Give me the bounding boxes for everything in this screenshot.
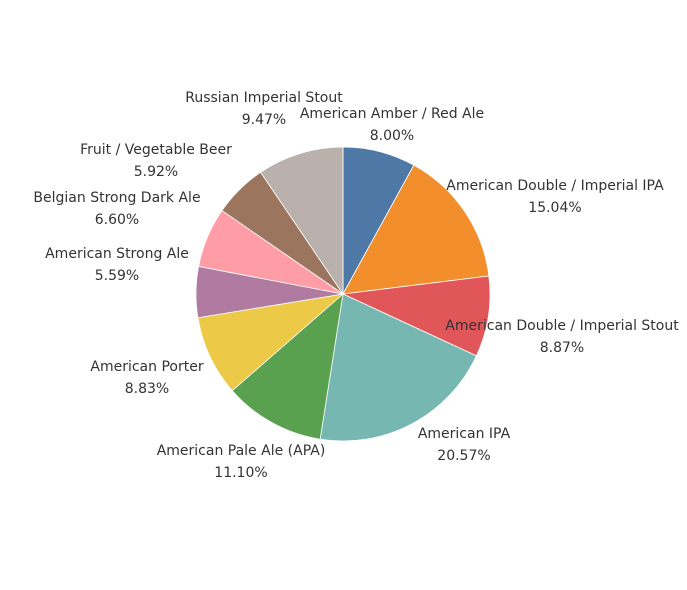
slice-name-label: American IPA bbox=[418, 426, 511, 442]
slice-name-label: American Pale Ale (APA) bbox=[157, 443, 326, 459]
slice-name-label: Belgian Strong Dark Ale bbox=[33, 190, 200, 206]
pie-slice[interactable] bbox=[231, 292, 344, 440]
slice-percent-label: 8.87% bbox=[540, 340, 584, 356]
slice-percent-label: 9.47% bbox=[242, 112, 286, 128]
pie-slice[interactable] bbox=[197, 293, 345, 392]
pie-slice[interactable] bbox=[341, 275, 491, 357]
slice-percent-label: 5.59% bbox=[95, 268, 139, 284]
pie-slice[interactable] bbox=[319, 293, 477, 442]
slice-percent-label: 15.04% bbox=[528, 200, 581, 216]
slice-percent-label: 11.10% bbox=[214, 465, 267, 481]
slice-percent-label: 8.00% bbox=[370, 128, 414, 144]
slice-percent-label: 8.83% bbox=[125, 381, 169, 397]
slice-percent-label: 6.60% bbox=[95, 212, 139, 228]
pie-slices bbox=[195, 146, 491, 442]
slice-name-label: American Amber / Red Ale bbox=[300, 106, 484, 122]
slice-name-label: American Double / Imperial Stout bbox=[445, 318, 679, 334]
slice-name-label: Fruit / Vegetable Beer bbox=[80, 142, 232, 158]
slice-name-label: Russian Imperial Stout bbox=[185, 90, 343, 106]
slice-percent-label: 20.57% bbox=[437, 448, 490, 464]
slice-name-label: American Double / Imperial IPA bbox=[446, 178, 664, 194]
slice-name-label: American Strong Ale bbox=[45, 246, 189, 262]
pie-labels: American Amber / Red Ale 8.00% American Do… bbox=[33, 90, 679, 481]
pie-slice[interactable] bbox=[342, 164, 490, 295]
pie-slice[interactable] bbox=[260, 146, 344, 296]
slice-percent-label: 5.92% bbox=[134, 164, 178, 180]
slice-name-label: American Porter bbox=[90, 359, 203, 375]
